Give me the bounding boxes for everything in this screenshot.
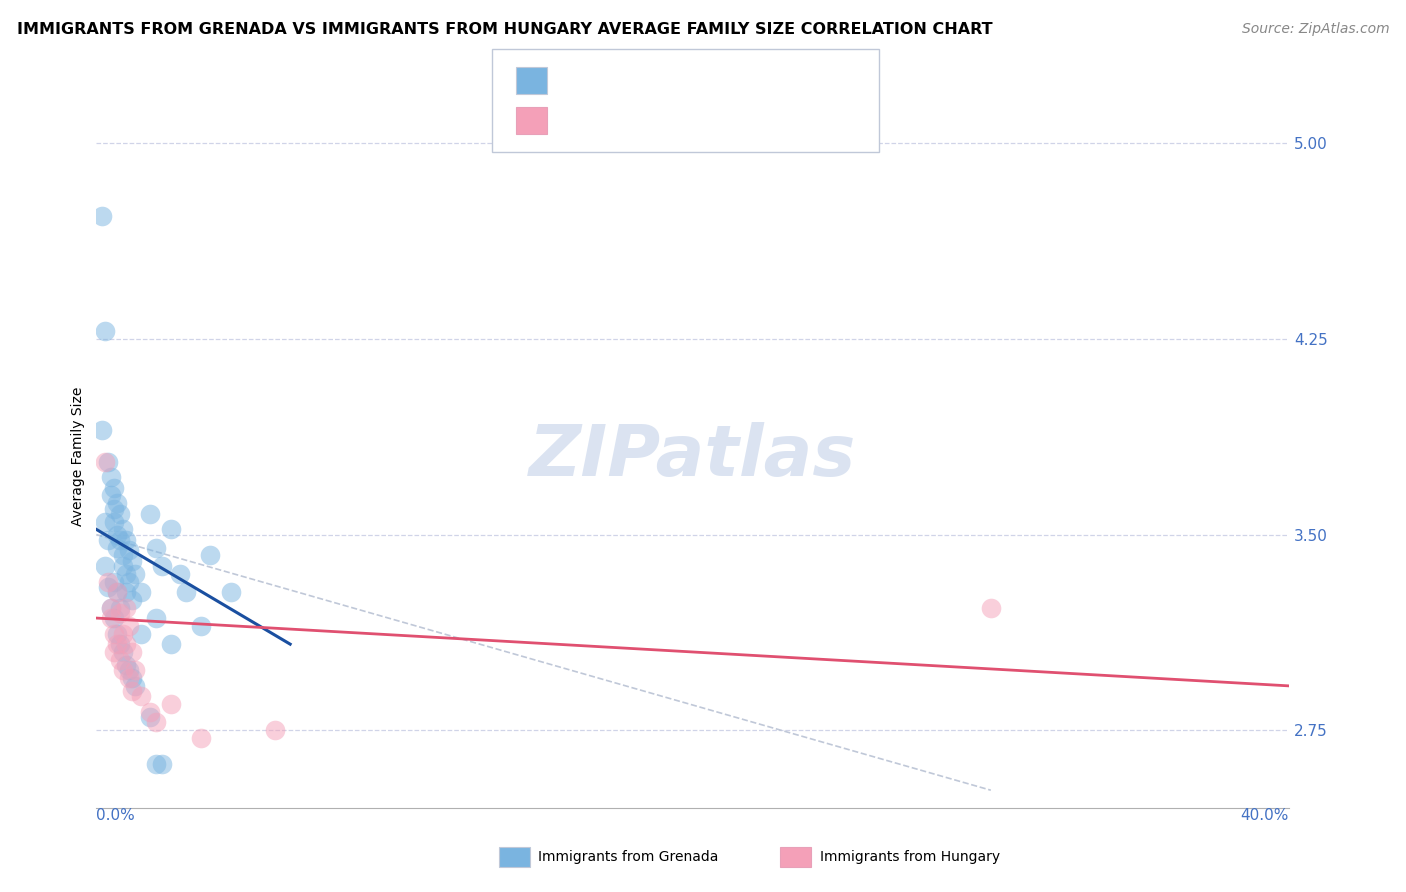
Point [139, 507, 162, 521]
Point [121, 554, 143, 568]
Point [118, 574, 141, 589]
Point [129, 585, 152, 599]
Point [190, 731, 212, 745]
Point [124, 663, 146, 677]
Text: R =  -0.080   N = 26: R = -0.080 N = 26 [558, 113, 725, 128]
Point [103, 501, 125, 516]
Point [118, 543, 141, 558]
Point [129, 626, 152, 640]
Text: ZIPatlas: ZIPatlas [529, 422, 856, 491]
Text: 40.0%: 40.0% [1240, 808, 1289, 823]
Text: Source: ZipAtlas.com: Source: ZipAtlas.com [1241, 22, 1389, 37]
Point [112, 522, 135, 536]
Point [145, 757, 167, 772]
Point [105, 496, 128, 510]
Point [112, 645, 135, 659]
Point [160, 697, 183, 711]
Y-axis label: Average Family Size: Average Family Size [72, 386, 86, 526]
Point [129, 690, 152, 704]
Point [94, 558, 117, 573]
Point [103, 515, 125, 529]
Text: 0.0%: 0.0% [97, 808, 135, 823]
Point [190, 619, 212, 633]
Text: Immigrants from Hungary: Immigrants from Hungary [820, 850, 1000, 864]
Point [97, 533, 120, 547]
Point [150, 757, 173, 772]
Point [124, 566, 146, 581]
Point [160, 637, 183, 651]
Point [108, 606, 131, 620]
Text: Immigrants from Grenada: Immigrants from Grenada [538, 850, 718, 864]
Point [91, 210, 114, 224]
Point [112, 549, 135, 563]
Point [103, 574, 125, 589]
Point [112, 558, 135, 573]
Point [97, 574, 120, 589]
Point [139, 705, 162, 719]
Point [105, 541, 128, 555]
Point [121, 684, 143, 698]
Point [115, 585, 138, 599]
Point [115, 658, 138, 673]
Point [121, 645, 143, 659]
Point [118, 663, 141, 677]
Point [94, 515, 117, 529]
Point [112, 663, 135, 677]
Point [105, 585, 128, 599]
Point [100, 488, 122, 502]
Point [94, 454, 117, 468]
Point [145, 611, 167, 625]
Point [219, 585, 242, 599]
Point [139, 710, 162, 724]
Point [100, 600, 122, 615]
Point [108, 637, 131, 651]
Point [94, 324, 117, 338]
Point [105, 585, 128, 599]
Point [198, 549, 221, 563]
Point [103, 645, 125, 659]
Point [105, 637, 128, 651]
Point [264, 723, 287, 738]
Text: IMMIGRANTS FROM GRENADA VS IMMIGRANTS FROM HUNGARY AVERAGE FAMILY SIZE CORRELATI: IMMIGRANTS FROM GRENADA VS IMMIGRANTS FR… [17, 22, 993, 37]
Point [97, 580, 120, 594]
Point [97, 454, 120, 468]
Point [150, 558, 173, 573]
Point [118, 619, 141, 633]
Point [105, 626, 128, 640]
Point [103, 611, 125, 625]
Point [108, 653, 131, 667]
Point [115, 637, 138, 651]
Point [115, 566, 138, 581]
Point [100, 470, 122, 484]
Point [121, 592, 143, 607]
Point [115, 533, 138, 547]
Text: R =  -0.372   N = 57: R = -0.372 N = 57 [558, 73, 725, 87]
Point [112, 626, 135, 640]
Point [91, 423, 114, 437]
Point [100, 600, 122, 615]
Point [108, 600, 131, 615]
Point [108, 507, 131, 521]
Point [174, 585, 197, 599]
Point [169, 566, 191, 581]
Point [121, 671, 143, 685]
Point [145, 541, 167, 555]
Point [100, 611, 122, 625]
Point [105, 527, 128, 541]
Point [980, 600, 1002, 615]
Point [103, 481, 125, 495]
Point [145, 715, 167, 730]
Point [124, 679, 146, 693]
Point [118, 671, 141, 685]
Point [115, 600, 138, 615]
Point [108, 533, 131, 547]
Point [103, 626, 125, 640]
Point [160, 522, 183, 536]
